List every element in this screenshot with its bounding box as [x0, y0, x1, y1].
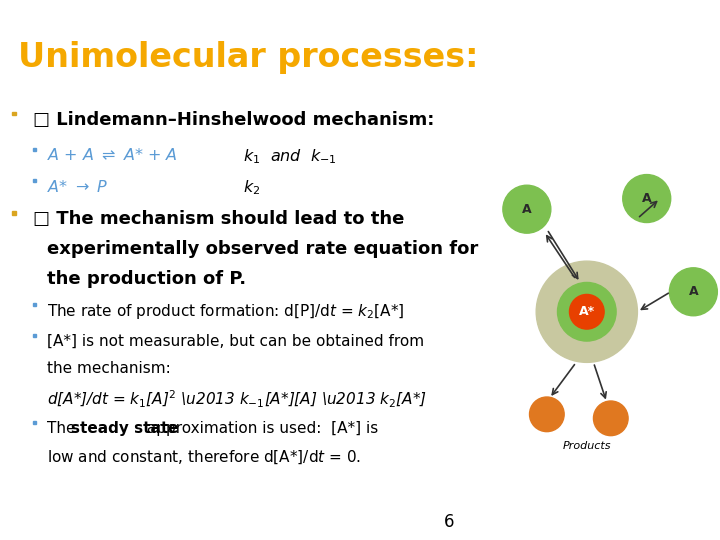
Text: □ The mechanism should lead to the: □ The mechanism should lead to the — [33, 211, 404, 228]
Circle shape — [529, 397, 564, 431]
Circle shape — [593, 401, 628, 436]
Text: 6: 6 — [444, 513, 454, 531]
Text: A* $\rightarrow$ P: A* $\rightarrow$ P — [47, 179, 108, 195]
Text: A: A — [522, 202, 531, 215]
Text: [A*] is not measurable, but can be obtained from: [A*] is not measurable, but can be obtai… — [47, 334, 424, 349]
Bar — [12, 112, 16, 116]
Circle shape — [536, 261, 637, 362]
Circle shape — [623, 174, 671, 222]
Text: $k_1$  and  $k_{-1}$: $k_1$ and $k_{-1}$ — [243, 147, 337, 166]
Bar — [33, 147, 36, 151]
Text: d[A*]/d$t$ = $k_1$[A]$^2$ \u2013 $k_{-1}$[A*][A] \u2013 $k_2$[A*]: d[A*]/d$t$ = $k_1$[A]$^2$ \u2013 $k_{-1}… — [47, 389, 427, 410]
Circle shape — [503, 185, 551, 233]
Text: the production of P.: the production of P. — [47, 269, 246, 287]
Text: Unimolecular processes:: Unimolecular processes: — [18, 42, 479, 75]
Text: A + A $\rightleftharpoons$ A* + A: A + A $\rightleftharpoons$ A* + A — [47, 147, 177, 163]
Text: A: A — [642, 192, 652, 205]
Bar — [33, 334, 36, 338]
Text: the mechanism:: the mechanism: — [47, 361, 171, 376]
Text: $k_2$: $k_2$ — [243, 179, 261, 198]
Bar — [33, 179, 36, 182]
Text: □ Lindemann–Hinshelwood mechanism:: □ Lindemann–Hinshelwood mechanism: — [33, 111, 434, 129]
Circle shape — [670, 268, 717, 316]
Text: Products: Products — [562, 441, 611, 451]
Text: low and constant, therefore d[A*]/d$t$ = 0.: low and constant, therefore d[A*]/d$t$ =… — [47, 449, 361, 466]
Bar — [33, 422, 36, 424]
Text: A: A — [688, 285, 698, 298]
Text: steady state: steady state — [71, 421, 179, 436]
Text: A*: A* — [579, 305, 595, 318]
Circle shape — [570, 294, 604, 329]
Text: The: The — [47, 421, 80, 436]
Text: experimentally observed rate equation for: experimentally observed rate equation fo… — [47, 240, 478, 258]
Bar — [12, 211, 16, 215]
Circle shape — [557, 282, 616, 341]
Bar — [33, 302, 36, 306]
Text: approximation is used:  [A*] is: approximation is used: [A*] is — [143, 421, 379, 436]
Text: The rate of product formation: d[P]/d$t$ = $k_2$[A*]: The rate of product formation: d[P]/d$t$… — [47, 302, 405, 321]
